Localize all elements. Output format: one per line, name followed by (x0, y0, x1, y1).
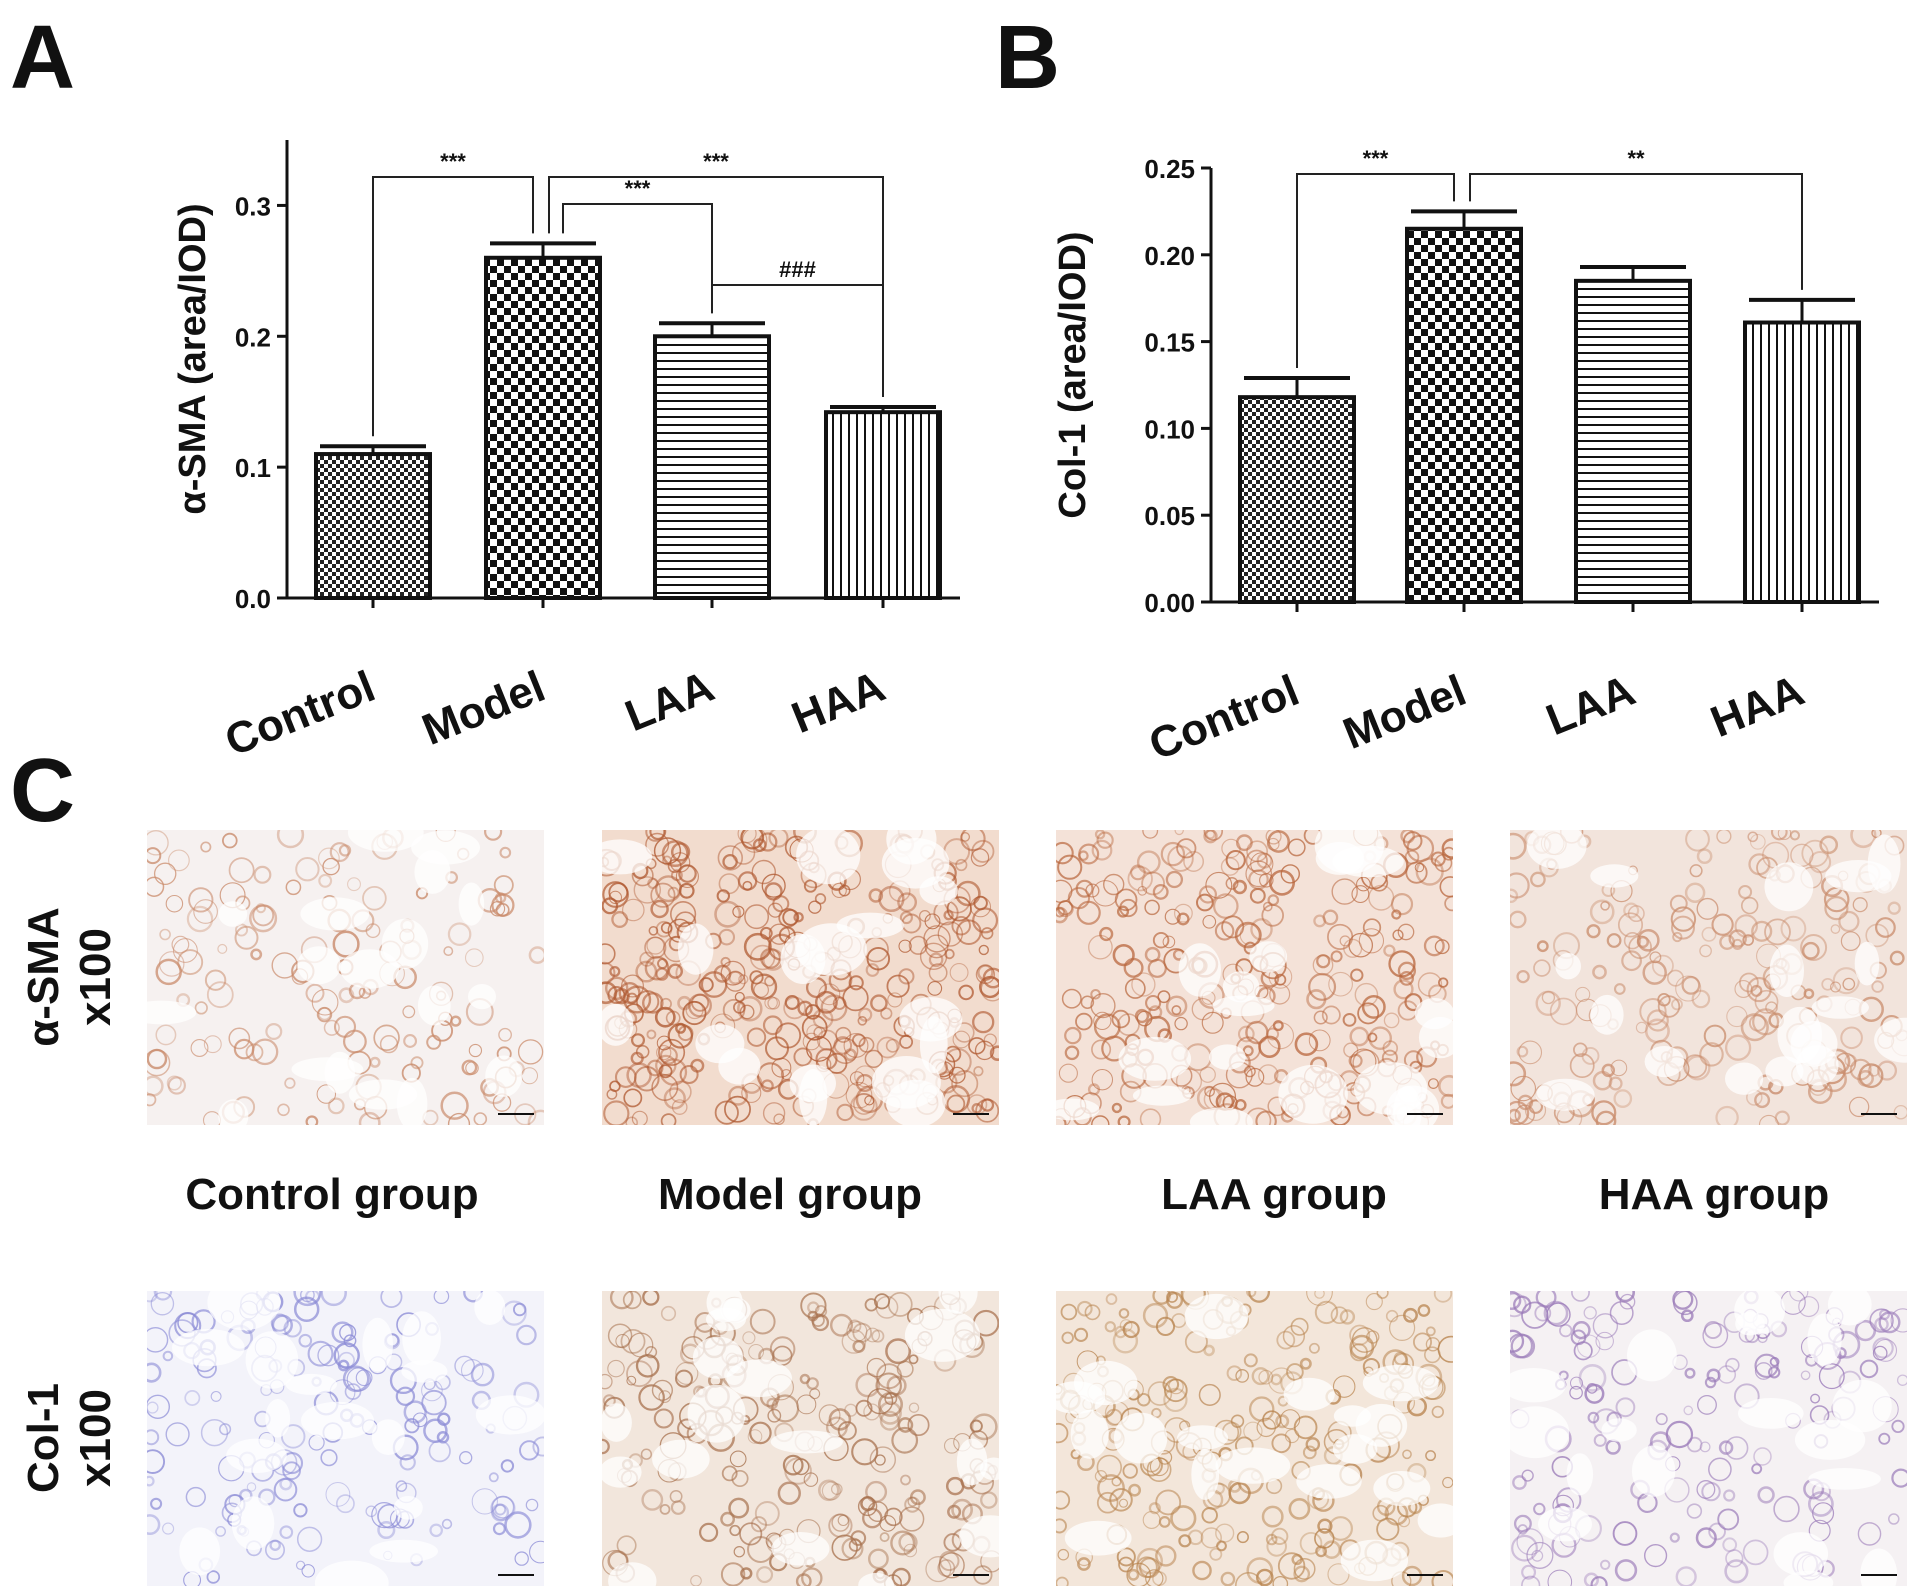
micrograph (602, 830, 999, 1125)
significance-label: *** (703, 149, 729, 174)
bar-model (484, 255, 602, 600)
panel-label-c-wrap: C (10, 741, 75, 835)
significance-label: *** (625, 176, 651, 201)
micrograph (1510, 830, 1907, 1125)
row-label-stain: α-SMA (19, 907, 68, 1047)
group-label: Control group (185, 1170, 479, 1219)
micrograph-texture (1056, 1291, 1453, 1586)
x-tick-label: HAA (785, 662, 892, 743)
chart-a: 0.0 0.1 0.2 0.3 α-SMA (area/IOD) Control Model… (172, 140, 960, 766)
micrograph-texture (602, 1291, 999, 1586)
significance-label: *** (440, 149, 466, 174)
scale-bar (1407, 1574, 1443, 1576)
bar-charts: A B 0.0 0.1 0.2 0.3 α-SMA (area/IOD) Control M… (10, 8, 1879, 770)
scale-bar (1407, 1113, 1443, 1115)
bar-control (1238, 395, 1356, 605)
significance-bracket (1296, 173, 1455, 369)
row-label-magnification: x100 (71, 928, 120, 1026)
micrograph (147, 1291, 544, 1586)
micrograph (147, 830, 544, 1125)
scale-bar (498, 1113, 534, 1115)
scale-bar (953, 1574, 989, 1576)
x-tick-label: HAA (1704, 666, 1811, 747)
bar-model (1405, 226, 1523, 604)
group-label: LAA group (1161, 1170, 1387, 1219)
micrograph-texture (1056, 830, 1453, 1125)
x-tick-label: Model (416, 662, 552, 755)
significance-label: ** (1627, 146, 1645, 171)
micrograph (1056, 830, 1453, 1125)
y-tick-label: 0.05 (1144, 501, 1195, 531)
y-axis-label: Col-1 (area/IOD) (1052, 231, 1094, 518)
significance-bracket (1469, 173, 1803, 290)
scale-bar (1861, 1113, 1897, 1115)
y-tick-label: 0.25 (1144, 154, 1195, 184)
y-tick-label: 0.1 (235, 453, 271, 483)
y-tick-label: 0.10 (1144, 414, 1195, 444)
bar-haa (1743, 320, 1861, 604)
micrograph (1510, 1291, 1907, 1586)
y-tick-label: 0.20 (1144, 241, 1195, 271)
y-tick-label: 0.15 (1144, 328, 1195, 358)
y-axis-label: α-SMA (area/IOD) (172, 203, 214, 514)
y-tick-label: 0.2 (235, 322, 271, 352)
y-tick-label: 0.0 (235, 584, 271, 614)
row-label-magnification: x100 (71, 1389, 120, 1487)
group-label: Model group (658, 1170, 922, 1219)
micrograph-texture (1510, 1291, 1907, 1586)
x-tick-label: LAA (619, 662, 721, 741)
x-tick-label: Control (218, 662, 381, 766)
significance-label: ### (779, 257, 816, 282)
scale-bar (953, 1113, 989, 1115)
bar-laa (653, 334, 771, 600)
bar-haa (824, 410, 942, 600)
micrograph (602, 1291, 999, 1586)
row-label: α-SMA x100 (18, 857, 122, 1097)
panel-label-a: A (10, 8, 75, 108)
bar-control (314, 452, 432, 600)
scale-bar (1861, 1574, 1897, 1576)
y-tick-label: 0.3 (235, 191, 271, 221)
x-tick-label: Control (1142, 666, 1305, 770)
chart-b: 0.00 0.05 0.10 0.15 0.20 0.25 Col-1 (area/IOD)… (1052, 146, 1879, 770)
panel-label-c: C (10, 741, 75, 835)
micrograph-texture (1510, 830, 1907, 1125)
micrograph (1056, 1291, 1453, 1586)
panel-label-b: B (995, 8, 1060, 108)
significance-bracket (372, 176, 534, 437)
x-tick-label: Model (1337, 666, 1473, 759)
significance-bracket (711, 284, 884, 397)
micrograph-texture (147, 830, 544, 1125)
scale-bar (498, 1574, 534, 1576)
bar-laa (1574, 278, 1692, 604)
row-label-stain: Col-1 (19, 1383, 68, 1493)
group-label: HAA group (1598, 1170, 1830, 1219)
row-label: Col-1 x100 (18, 1318, 122, 1558)
significance-label: *** (1363, 146, 1389, 171)
micrograph-texture (602, 830, 999, 1125)
y-tick-label: 0.00 (1144, 588, 1195, 618)
significance-bracket (562, 203, 713, 314)
x-tick-label: LAA (1540, 666, 1642, 745)
micrograph-texture (147, 1291, 544, 1586)
